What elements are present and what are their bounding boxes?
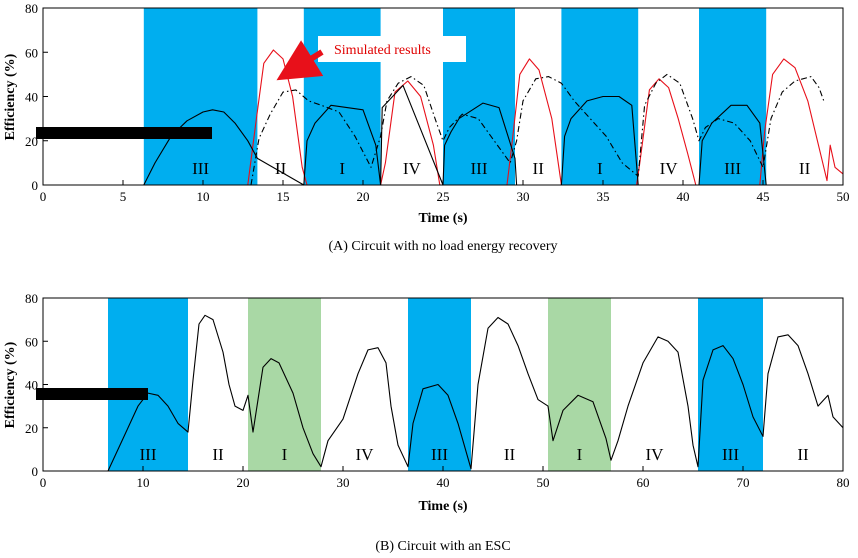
chart-a-y-tick-0: 0 <box>32 178 39 193</box>
chart-a-region-label-4: III <box>471 159 488 178</box>
chart-a-region-label-9: II <box>799 159 811 178</box>
chart-b-y-ticks: 0 20 40 60 80 <box>25 291 48 479</box>
chart-b-x-tick-0: 0 <box>40 475 47 490</box>
chart-a-x-tick-6: 30 <box>517 189 530 204</box>
chart-a-x-tick-0: 0 <box>40 189 47 204</box>
chart-a-y-tick-3: 60 <box>25 45 38 60</box>
chart-b-x-tick-8: 80 <box>837 475 850 490</box>
chart-b-redaction-bar <box>36 388 148 400</box>
chart-a-region-label-0: III <box>192 159 209 178</box>
chart-a-series-0 <box>43 49 844 186</box>
chart-b-x-tick-6: 60 <box>637 475 650 490</box>
chart-a-x-tick-1: 5 <box>120 189 127 204</box>
chart-a-x-tick-5: 25 <box>437 189 450 204</box>
chart-a-x-tick-10: 50 <box>837 189 850 204</box>
chart-b-region-4 <box>408 298 471 471</box>
chart-a-x-tick-3: 15 <box>277 189 290 204</box>
chart-b-y-tick-3: 60 <box>25 334 38 349</box>
chart-b-x-tick-2: 20 <box>237 475 250 490</box>
chart-a-annotation: Simulated results <box>276 36 466 81</box>
chart-b-y-tick-2: 40 <box>25 378 38 393</box>
chart-a-x-label: Time (s) <box>418 211 467 226</box>
chart-b-x-tick-4: 40 <box>437 475 450 490</box>
chart-a-x-tick-2: 10 <box>197 189 210 204</box>
chart-b-region-label-0: III <box>140 445 157 464</box>
chart-a-x-tick-7: 35 <box>597 189 610 204</box>
chart-b-region-labels: III II I IV III II I IV III II <box>140 445 809 464</box>
chart-b-x-tick-5: 50 <box>537 475 550 490</box>
chart-a-series-1 <box>250 73 825 186</box>
chart-b-x-tick-7: 70 <box>737 475 750 490</box>
chart-b-caption: (B) Circuit with an ESC <box>375 539 510 554</box>
chart-b-region-label-2: I <box>282 445 288 464</box>
chart-a-region-label-3: IV <box>403 159 422 178</box>
chart-b-region-label-7: IV <box>646 445 665 464</box>
chart-a-region-8 <box>699 8 767 185</box>
chart-b-y-tick-0: 0 <box>32 464 39 479</box>
chart-a-caption: (A) Circuit with no load energy recovery <box>328 239 557 254</box>
chart-a-x-tick-8: 40 <box>677 189 690 204</box>
chart-b-region-label-1: II <box>212 445 224 464</box>
chart-a-region-label-2: I <box>339 159 345 178</box>
chart-a-region-0 <box>143 8 258 185</box>
chart-a-region-6 <box>561 8 639 185</box>
chart-a-region-label-7: IV <box>660 159 679 178</box>
chart-b-region-label-3: IV <box>356 445 375 464</box>
chart-a-y-tick-4: 80 <box>25 1 38 16</box>
chart-a-region-label-6: I <box>597 159 603 178</box>
chart-a-region-label-8: III <box>724 159 741 178</box>
chart-a-x-tick-9: 45 <box>757 189 770 204</box>
chart-a-y-ticks: 0 20 40 60 80 <box>25 1 48 193</box>
chart-a-x-ticks: 0 5 10 15 20 25 30 35 40 45 50 <box>40 180 850 204</box>
chart-a-region-label-5: II <box>533 159 545 178</box>
chart-b-y-tick-4: 80 <box>25 291 38 306</box>
chart-b-region-label-9: II <box>797 445 809 464</box>
chart-a-y-tick-2: 40 <box>25 90 38 105</box>
chart-b-x-tick-1: 10 <box>137 475 150 490</box>
chart-b-regions <box>108 298 763 471</box>
annotation-arrow <box>276 40 324 81</box>
chart-b-region-6 <box>548 298 611 471</box>
chart-b-x-ticks: 0 10 20 30 40 50 60 70 80 <box>40 466 850 490</box>
chart-a-x-tick-4: 20 <box>357 189 370 204</box>
chart-b-region-label-6: I <box>577 445 583 464</box>
chart-a-y-label: Efficiency (%) <box>3 53 18 140</box>
chart-b-region-label-5: II <box>504 445 516 464</box>
chart-a-redaction-bar <box>36 127 212 139</box>
chart-a-region-labels: III II I IV III II I IV III II <box>192 159 810 178</box>
chart-b-x-label: Time (s) <box>418 499 467 514</box>
chart-b-x-tick-3: 30 <box>337 475 350 490</box>
chart-b-series <box>43 314 844 472</box>
chart-b-region-8 <box>698 298 763 471</box>
chart-b-series-0 <box>43 314 844 472</box>
chart-b-y-label: Efficiency (%) <box>3 341 18 428</box>
chart-a-y-tick-1: 20 <box>25 134 38 149</box>
chart-b-y-tick-1: 20 <box>25 421 38 436</box>
chart-b-region-label-8: III <box>722 445 739 464</box>
chart-b-region-label-4: III <box>431 445 448 464</box>
chart-a-region-label-1: II <box>275 159 287 178</box>
annotation-simulated-results: Simulated results <box>334 43 431 58</box>
